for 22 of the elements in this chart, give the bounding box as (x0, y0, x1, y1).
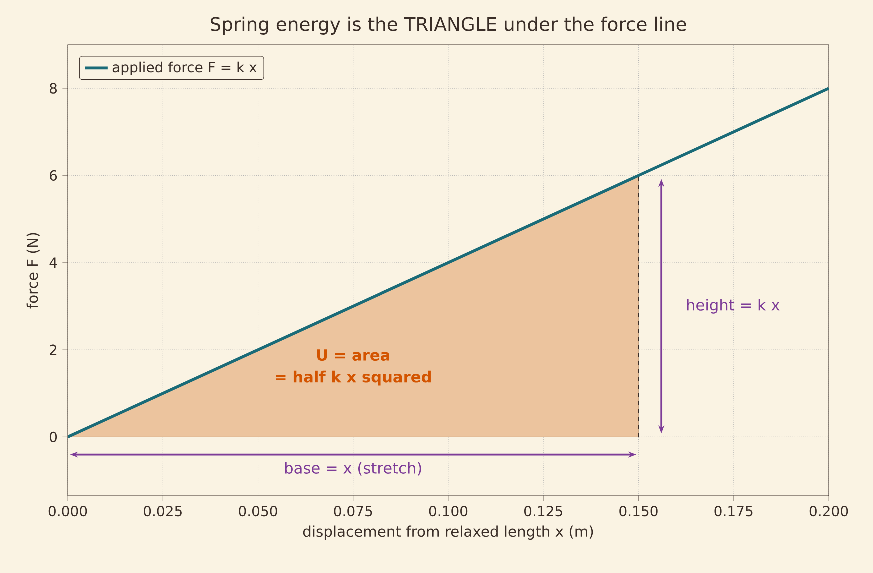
x-tick-label: 0.150 (620, 506, 658, 517)
x-tick-label: 0.050 (239, 506, 278, 517)
annotation: U = area (317, 350, 390, 362)
y-axis-title: force F (N) (26, 233, 40, 309)
x-tick-label: 0.025 (144, 506, 182, 517)
annotation: height = k x (687, 299, 780, 314)
x-tick-label: 0.100 (429, 506, 468, 517)
x-tick-label: 0.075 (334, 506, 372, 517)
x-tick-label: 0.000 (48, 506, 88, 517)
x-tick-label: 0.200 (810, 506, 848, 517)
y-tick-label: 8 (50, 83, 58, 94)
annotation: = half k x squared (276, 370, 431, 386)
annotation: base = x (stretch) (285, 462, 422, 476)
x-axis-title: displacement from relaxed length x (m) (303, 526, 594, 540)
y-tick-label: 2 (50, 344, 57, 356)
legend-label: applied force F = k x (112, 62, 257, 76)
chart-title: Spring energy is the TRIANGLE under the force line (210, 16, 686, 35)
x-tick-label: 0.175 (714, 506, 753, 517)
y-tick-label: 6 (50, 170, 58, 181)
y-tick-label: 4 (50, 258, 58, 268)
y-tick-label: 0 (50, 432, 58, 442)
x-tick-label: 0.125 (524, 506, 562, 517)
